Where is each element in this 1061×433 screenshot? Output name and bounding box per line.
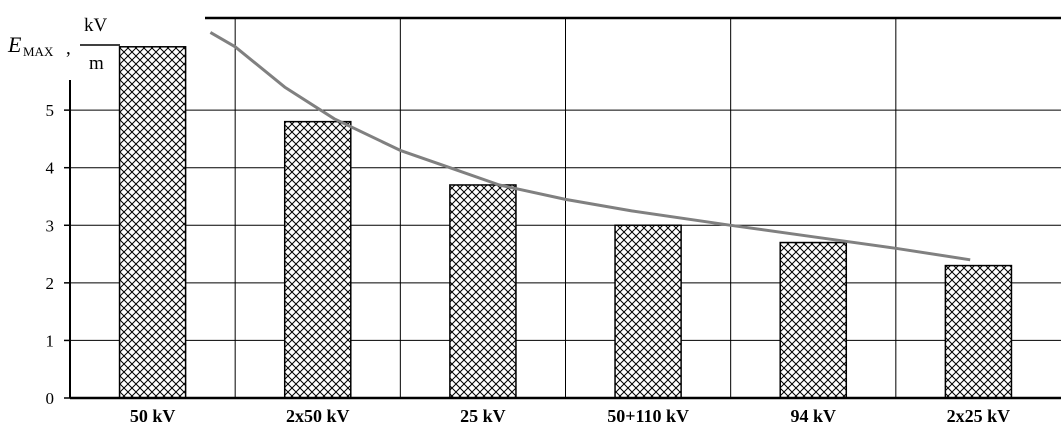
bar-50-kv bbox=[118, 46, 187, 399]
labels: 0 1 2 3 4 5 50 kV 2x50 kV 25 kV 50+110 kV 94 kV 2x2… bbox=[46, 101, 1011, 426]
y-tick-label: 4 bbox=[46, 159, 55, 178]
x-category-label: 94 kV bbox=[790, 406, 836, 426]
bar-50-110-kv bbox=[614, 224, 682, 399]
y-axis-label: E MAX , kV m bbox=[7, 15, 120, 74]
x-category-label: 2x50 kV bbox=[286, 406, 350, 426]
bar-25-kv bbox=[449, 184, 517, 399]
y-tick-label: 1 bbox=[46, 331, 55, 350]
y-axis-unit-numerator: kV bbox=[84, 15, 108, 36]
trend-line bbox=[209, 31, 971, 262]
y-tick-label: 5 bbox=[46, 101, 55, 120]
y-axis-label-subscript: MAX bbox=[23, 44, 54, 59]
x-category-label: 2x25 kV bbox=[947, 406, 1011, 426]
y-tick-label: 0 bbox=[46, 389, 55, 408]
y-axis-unit-denominator: m bbox=[89, 53, 104, 74]
trend-line-group bbox=[209, 31, 971, 262]
axes bbox=[64, 80, 1061, 400]
bar-2x50-kv bbox=[283, 120, 352, 399]
x-category-label: 50 kV bbox=[130, 406, 176, 426]
grid bbox=[70, 16, 1061, 398]
x-category-label: 25 kV bbox=[460, 406, 506, 426]
bars bbox=[118, 46, 1013, 399]
x-category-label: 50+110 kV bbox=[607, 406, 689, 426]
y-tick-label: 3 bbox=[46, 216, 55, 235]
bar-94-kv bbox=[779, 241, 848, 399]
y-tick-label: 2 bbox=[46, 274, 55, 293]
y-axis-label-symbol: E bbox=[7, 32, 22, 57]
bar-2x25-kv bbox=[944, 264, 1013, 399]
y-axis-label-separator: , bbox=[66, 38, 71, 59]
